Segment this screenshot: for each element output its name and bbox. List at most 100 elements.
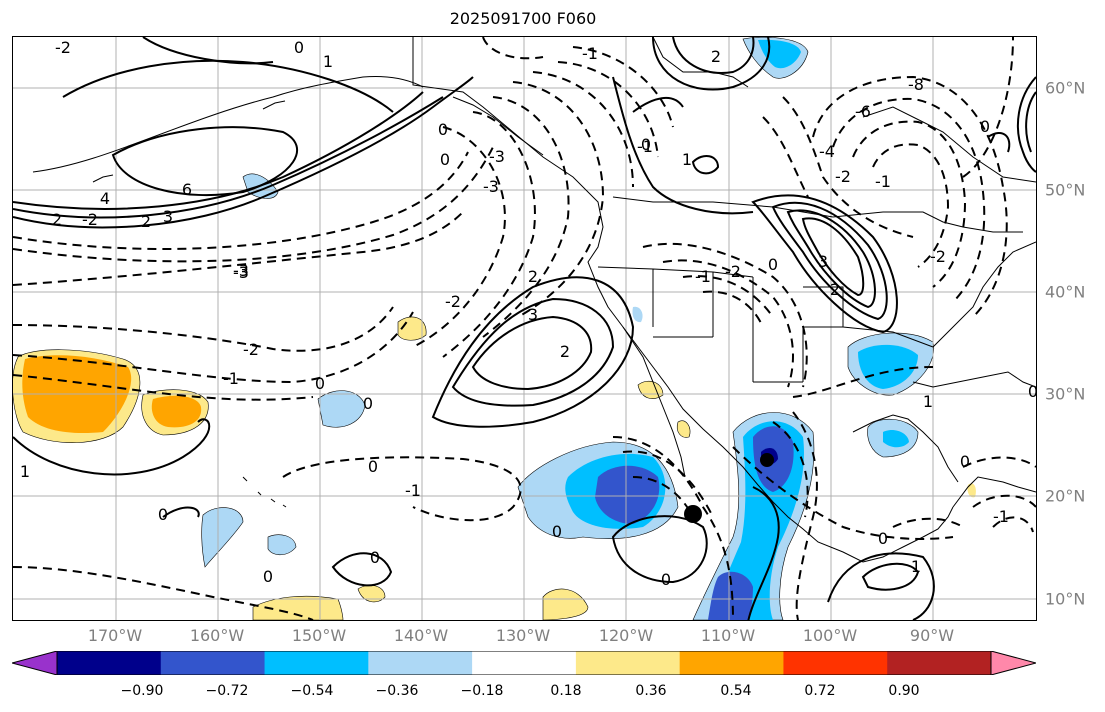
contour-label: 0 [768, 255, 778, 274]
contour-label: -2 [243, 340, 259, 359]
contour-label: 0 [440, 150, 450, 169]
contours-dashed [13, 37, 1036, 620]
colorbar-tick-label: 0.72 [804, 683, 836, 699]
lat-label: 50°N [1045, 180, 1086, 200]
colorbar-extend-low [12, 651, 57, 675]
contour-label: -3 [483, 177, 499, 196]
contour-label: -2 [55, 38, 71, 57]
colorbar-tick-label: −0.18 [460, 683, 504, 699]
contour-label: -1 [405, 481, 421, 500]
contour-label: -1 [993, 507, 1009, 526]
markers [684, 453, 774, 523]
contour-labels: -2 0 1 -1 -3 2 0 0 -3 -1 3 2 -2 2 0 1 -8… [20, 38, 1036, 589]
lon-label: 140°W [393, 626, 449, 645]
contour-label: -3 [233, 263, 249, 282]
colorbar-tick-label: 0.90 [888, 683, 920, 699]
contour-label: 0 [370, 548, 380, 567]
contour-label: 2 [560, 342, 570, 361]
lon-label: 130°W [495, 626, 551, 645]
contour-label: 0 [661, 570, 671, 589]
contour-label: -1 [223, 369, 239, 388]
lat-label: 10°N [1045, 589, 1086, 609]
contour-label: 2 [52, 210, 62, 229]
contour-label: 0 [294, 38, 304, 57]
contour-label: -4 [819, 142, 835, 161]
map-title: 2025091700 F060 [449, 9, 597, 28]
contour-label: 3 [528, 305, 538, 324]
center-marker [684, 505, 702, 523]
colorbar-tick-label: 0.36 [635, 683, 667, 699]
colorbar-segment [264, 651, 369, 675]
lat-label: 60°N [1045, 78, 1086, 98]
center-marker [760, 453, 774, 467]
colorbar-segment [575, 651, 681, 675]
colorbar-tick-label: −0.72 [205, 683, 249, 699]
colorbar-segment [783, 651, 888, 675]
contour-label: -3 [233, 261, 249, 280]
contour-label: 4 [100, 189, 110, 208]
colorbar [12, 651, 1036, 675]
contour-label: 0 [1028, 382, 1036, 401]
contour-label: 2 [711, 47, 721, 66]
contour-label: 3 [818, 252, 828, 271]
colorbar-segment [160, 651, 266, 675]
contour-label: -1 [582, 44, 598, 63]
colorbar-segment [679, 651, 784, 675]
map-panel: -2 0 1 -1 -3 2 0 0 -3 -1 3 2 -2 2 0 1 -8… [12, 36, 1037, 621]
contour-label: 0 [363, 394, 373, 413]
contour-label: -1 [637, 137, 653, 156]
lon-label: 160°W [189, 626, 245, 645]
contour-label: -2 [835, 167, 851, 186]
contour-label: -2 [725, 262, 741, 281]
colorbar-tick-label: 0.54 [720, 683, 752, 699]
contours-solid [13, 37, 1036, 620]
contour-label: -2 [930, 247, 946, 266]
contour-label: 2 [141, 212, 151, 231]
contour-label: 1 [20, 462, 30, 481]
contour-label: 0 [878, 529, 888, 548]
contour-label: 1 [911, 557, 921, 576]
contour-label: 0 [552, 522, 562, 541]
contour-label: -3 [489, 147, 505, 166]
lon-label: 100°W [802, 626, 858, 645]
contour-label: 0 [315, 374, 325, 393]
colorbar-extend-high [991, 651, 1036, 675]
lon-label: 110°W [700, 626, 756, 645]
colorbar-segment [887, 651, 992, 675]
contour-label: -2 [445, 292, 461, 311]
lon-label: 90°W [909, 626, 955, 645]
lon-label: 170°W [87, 626, 143, 645]
contour-label: 0 [960, 452, 970, 471]
contour-label: 0 [438, 120, 448, 139]
contour-label: 0 [641, 135, 651, 154]
colorbar-tick-label: −0.54 [290, 683, 334, 699]
contour-label: 0 [980, 117, 990, 136]
contour-label: 0 [368, 457, 378, 476]
lat-label: 40°N [1045, 282, 1086, 302]
contour-label: 0 [263, 567, 273, 586]
contour-label: 1 [682, 150, 692, 169]
lat-label: 30°N [1045, 384, 1086, 404]
colorbar-segment [368, 651, 473, 675]
contour-label: 6 [182, 180, 192, 199]
lon-label: 120°W [598, 626, 654, 645]
colorbar-tick-label: 0.18 [550, 683, 582, 699]
lat-label: 20°N [1045, 486, 1086, 506]
contour-label: 2 [528, 267, 538, 286]
colorbar-segment [57, 651, 162, 675]
contour-label: -6 [855, 102, 871, 121]
coastlines [32, 37, 1036, 563]
contour-label: 1 [323, 52, 333, 71]
colorbar-tick-label: −0.90 [120, 683, 164, 699]
shading-negative [201, 37, 935, 620]
contour-label: 0 [158, 505, 168, 524]
map-canvas: -2 0 1 -1 -3 2 0 0 -3 -1 3 2 -2 2 0 1 -8… [13, 37, 1036, 620]
contour-label: 2 [830, 280, 840, 299]
colorbar-tick-label: −0.36 [375, 683, 419, 699]
lon-label: 150°W [291, 626, 347, 645]
contour-label: -2 [82, 210, 98, 229]
contour-label: -1 [875, 172, 891, 191]
contour-label: 3 [163, 207, 173, 226]
contour-label: -1 [695, 267, 711, 286]
colorbar-segment [472, 651, 577, 675]
